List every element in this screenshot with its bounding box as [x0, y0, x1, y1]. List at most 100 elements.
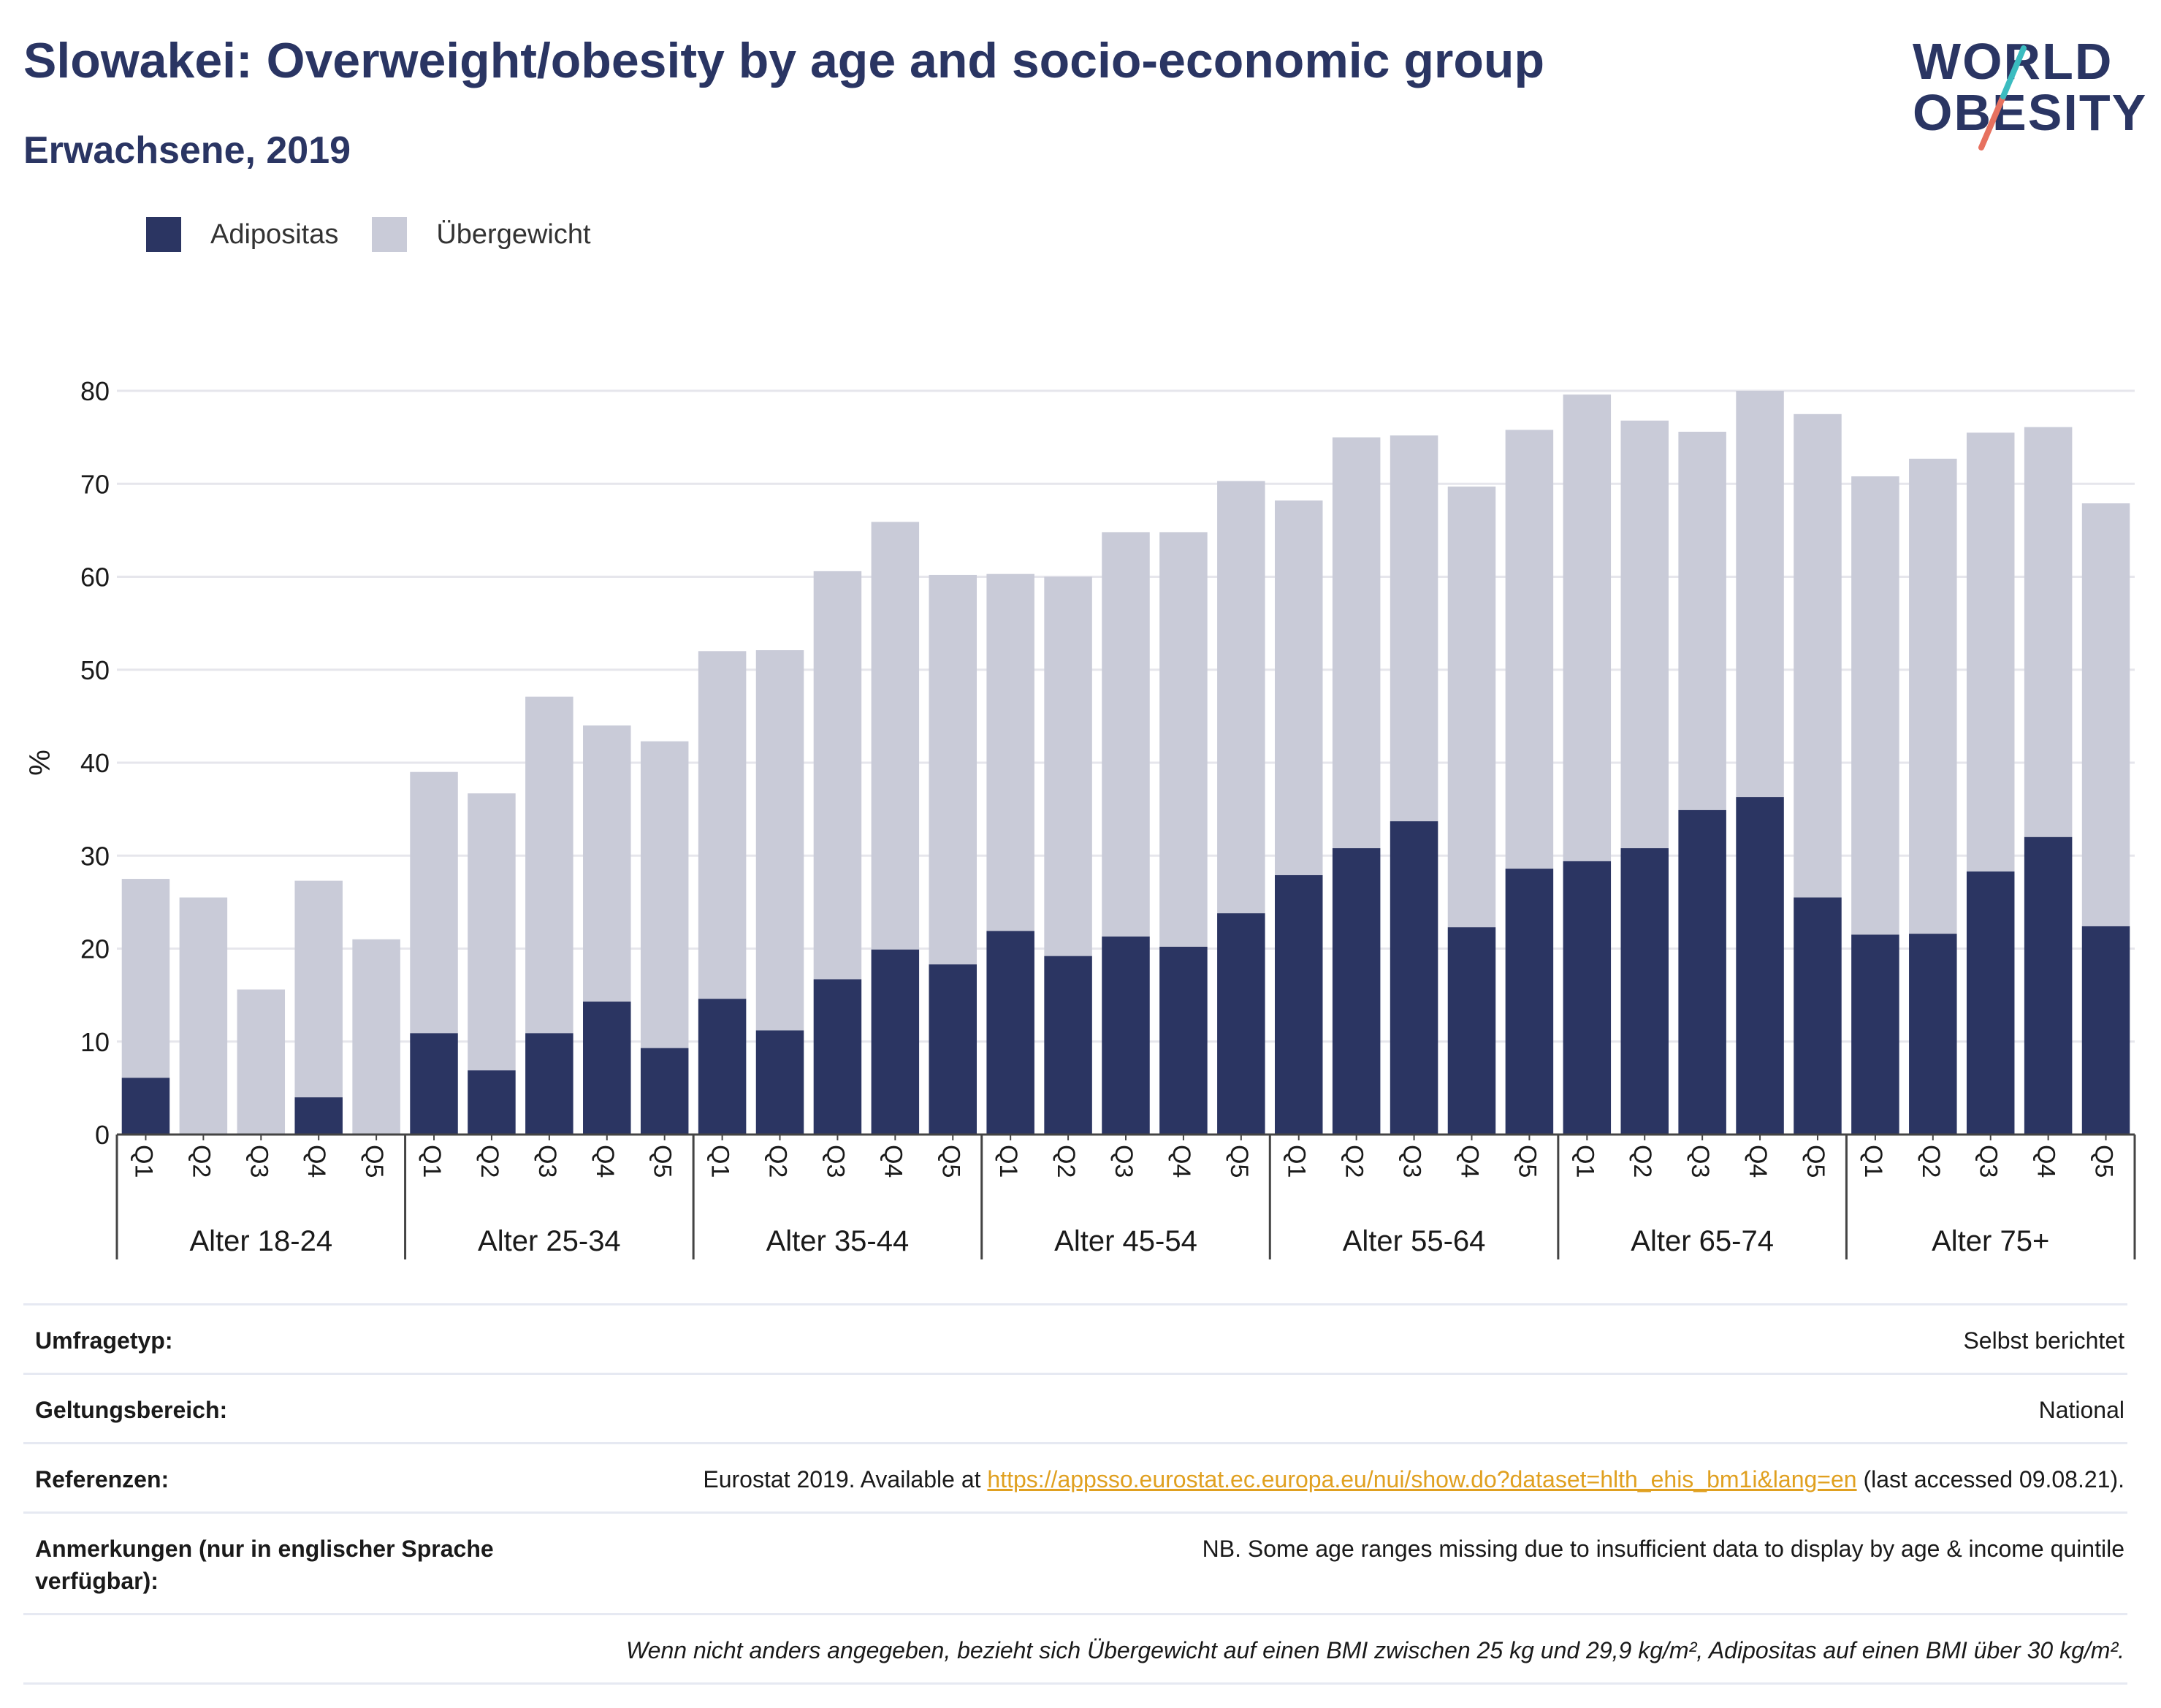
bar-overweight — [813, 571, 862, 980]
x-tick-label: Q1 — [994, 1145, 1022, 1178]
bar-overweight — [294, 880, 343, 1098]
bar-obesity — [1102, 936, 1150, 1135]
bar-obesity — [871, 949, 920, 1135]
bar-obesity — [583, 1002, 631, 1135]
bar-overweight — [1678, 431, 1726, 810]
x-tick-label: Q2 — [1341, 1145, 1368, 1178]
bar-overweight — [179, 897, 228, 1135]
references-link[interactable]: https://appsso.eurostat.ec.europa.eu/nui… — [987, 1466, 1857, 1492]
bar-overweight — [986, 573, 1034, 931]
x-tick-label: Q1 — [706, 1145, 734, 1178]
y-tick-label: 50 — [80, 655, 110, 685]
references-prefix: Eurostat 2019. Available at — [703, 1466, 988, 1492]
y-tick-label: 40 — [80, 748, 110, 778]
group-label: Alter 45-54 — [1054, 1225, 1197, 1257]
bar-obesity — [1851, 934, 1899, 1135]
group-label: Alter 25-34 — [478, 1225, 621, 1257]
y-tick-label: 20 — [80, 934, 110, 964]
bar-obesity — [2081, 926, 2130, 1135]
bar-overweight — [929, 574, 977, 965]
y-tick-label: 70 — [80, 469, 110, 499]
bar-obesity — [1390, 821, 1438, 1135]
x-tick-label: Q5 — [1225, 1145, 1253, 1178]
bar-overweight — [1736, 391, 1784, 798]
bar-overweight — [1909, 458, 1957, 934]
references-label: Referenzen: — [35, 1466, 169, 1492]
info-row-scope: Geltungsbereich: National — [23, 1373, 2127, 1442]
bar-obesity — [1909, 934, 1957, 1135]
logo-line-2: OBESITY — [1913, 84, 2148, 141]
bar-obesity — [1736, 797, 1784, 1135]
bar-obesity — [525, 1033, 573, 1135]
bar-overweight — [1563, 394, 1612, 861]
bar-obesity — [640, 1048, 689, 1135]
x-tick-label: Q2 — [1917, 1145, 1945, 1178]
x-tick-label: Q2 — [764, 1145, 792, 1178]
x-tick-label: Q1 — [129, 1145, 157, 1178]
survey-type-label: Umfragetyp: — [35, 1327, 173, 1354]
bar-obesity — [929, 964, 977, 1135]
bar-obesity — [1966, 871, 2015, 1135]
footnote-text: Wenn nicht anders angegeben, bezieht sic… — [626, 1637, 2124, 1663]
bar-overweight — [1274, 500, 1323, 875]
survey-type-value: Selbst berichtet — [1963, 1327, 2124, 1354]
scope-value: National — [2038, 1397, 2124, 1423]
y-tick-label: 0 — [95, 1120, 110, 1150]
scope-label: Geltungsbereich: — [35, 1397, 228, 1423]
x-tick-label: Q4 — [879, 1145, 907, 1178]
bar-overweight — [640, 741, 689, 1048]
bar-overweight — [583, 725, 631, 1002]
bar-overweight — [1217, 481, 1265, 914]
x-tick-label: Q5 — [2090, 1145, 2118, 1178]
group-label: Alter 55-64 — [1343, 1225, 1486, 1257]
x-tick-label: Q3 — [245, 1145, 272, 1178]
x-tick-label: Q3 — [1686, 1145, 1714, 1178]
bar-overweight — [1447, 487, 1496, 928]
x-tick-label: Q2 — [1052, 1145, 1080, 1178]
group-label: Alter 65-74 — [1631, 1225, 1774, 1257]
legend-item-obesity[interactable]: Adipositas — [146, 217, 338, 252]
bar-obesity — [1332, 848, 1381, 1135]
bar-obesity — [1274, 874, 1323, 1135]
info-table: Umfragetyp: Selbst berichtet Geltungsber… — [23, 1303, 2127, 1685]
bar-chart: 0 10 20 30 40 50 60 70 80% Q1 Q2 Q3 Q4 Q5 Q1 Q2 Q3 Q4 Q5 Q1… — [24, 376, 2136, 1259]
x-tick-label: Q5 — [649, 1145, 676, 1178]
bar-overweight — [1966, 432, 2015, 872]
x-tick-label: Q4 — [591, 1145, 619, 1178]
legend-item-overweight[interactable]: Übergewicht — [372, 217, 591, 252]
bar-obesity — [755, 1030, 804, 1135]
bar-overweight — [237, 989, 286, 1135]
bar-overweight — [468, 793, 516, 1071]
y-tick-label: 10 — [80, 1027, 110, 1057]
bar-overweight — [1851, 476, 1899, 935]
x-tick-label: Q4 — [302, 1145, 330, 1178]
y-axis-label: % — [24, 750, 56, 776]
bar-overweight — [871, 522, 920, 950]
x-tick-label: Q3 — [1975, 1145, 2002, 1178]
x-tick-label: Q2 — [187, 1145, 215, 1178]
info-row-survey: Umfragetyp: Selbst berichtet — [23, 1303, 2127, 1373]
bar-obesity — [1620, 848, 1669, 1135]
chart-subtitle: Erwachsene, 2019 — [23, 129, 351, 172]
bar-overweight — [1620, 420, 1669, 849]
x-tick-label: Q5 — [1802, 1145, 1829, 1178]
bar-overweight — [2081, 503, 2130, 926]
bar-obesity — [1447, 927, 1496, 1135]
bar-obesity — [1505, 869, 1554, 1135]
x-tick-label: Q1 — [1571, 1145, 1598, 1178]
bar-overweight — [352, 939, 400, 1135]
x-tick-label: Q5 — [360, 1145, 388, 1178]
notes-value: NB. Some age ranges missing due to insuf… — [1202, 1536, 2124, 1562]
x-tick-label: Q4 — [1455, 1145, 1483, 1178]
bar-obesity — [698, 999, 747, 1135]
x-tick-label: Q1 — [418, 1145, 446, 1178]
references-value: Eurostat 2019. Available at https://apps… — [561, 1463, 2127, 1495]
group-label: Alter 18-24 — [189, 1225, 332, 1257]
x-tick-label: Q5 — [937, 1145, 964, 1178]
bar-obesity — [986, 931, 1034, 1135]
y-tick-label: 30 — [80, 841, 110, 871]
bar-obesity — [1217, 913, 1265, 1135]
bar-overweight — [755, 650, 804, 1031]
bar-overweight — [410, 771, 458, 1034]
bar-overweight — [1044, 576, 1092, 956]
